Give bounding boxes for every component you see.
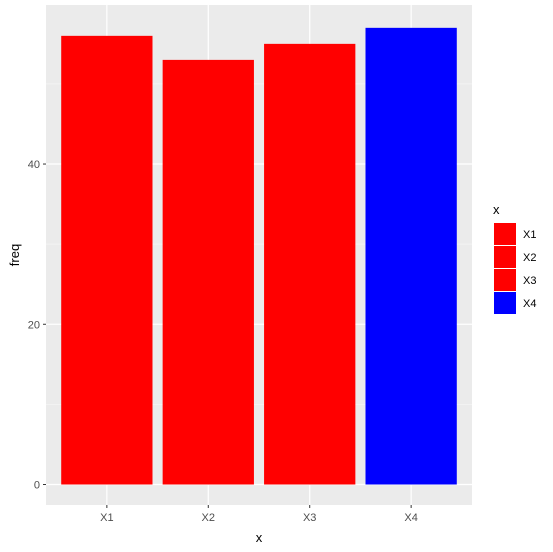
- bars: [61, 27, 457, 485]
- bar-x3: [264, 43, 356, 485]
- legend-label: X2: [523, 252, 536, 264]
- y-tick-label: 0: [34, 480, 40, 492]
- y-tick-label: 20: [28, 319, 40, 331]
- y-axis-title: freq: [7, 244, 22, 266]
- legend-key-x4: [494, 292, 516, 314]
- legend-label: X3: [523, 275, 536, 287]
- legend-key-x1: [494, 223, 516, 245]
- x-tick-label: X2: [202, 512, 215, 524]
- y-tick-label: 40: [28, 159, 40, 171]
- x-axis: X1 X2 X3 X4: [100, 505, 418, 524]
- x-tick-label: X1: [100, 512, 113, 524]
- legend-key-x3: [494, 269, 516, 291]
- x-tick-label: X3: [303, 512, 316, 524]
- y-axis: 0 20 40: [28, 159, 46, 492]
- x-tick-label: X4: [404, 512, 417, 524]
- bar-x1: [61, 35, 153, 485]
- legend-key-x2: [494, 246, 516, 268]
- bar-x4: [365, 27, 457, 485]
- bar-x2: [162, 59, 254, 485]
- legend-label: X1: [523, 229, 536, 241]
- x-axis-title: x: [256, 530, 263, 545]
- legend: x X1 X2 X3 X4: [493, 202, 536, 314]
- legend-title: x: [493, 202, 500, 217]
- legend-label: X4: [523, 298, 536, 310]
